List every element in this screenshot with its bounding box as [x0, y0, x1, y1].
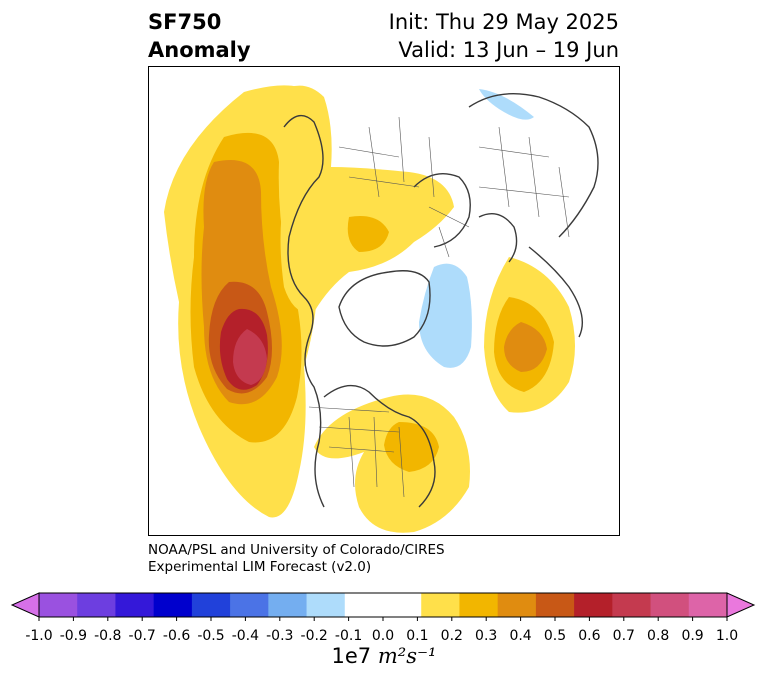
colorbar-segment: [230, 593, 269, 617]
colorbar-segments: [39, 593, 728, 617]
colorbar-segment: [39, 593, 78, 617]
colorbar-tick-label: 0.4: [509, 628, 532, 644]
colorbar-tick-label: 1.0: [715, 628, 739, 644]
colorbar-segment: [650, 593, 690, 617]
coastlines: [283, 92, 599, 508]
map-svg: [164, 85, 599, 533]
colorbar-segment: [115, 593, 155, 617]
units-prefix: 1e7: [331, 644, 372, 668]
anomaly-east-europe: [484, 257, 575, 413]
colorbar-tick-label: 0.0: [371, 628, 395, 644]
colorbar: [10, 592, 756, 621]
colorbar-tick-labels: -1.0 -0.9 -0.8 -0.7 -0.6 -0.5 -0.4 -0.3 -0.2 -0.1…: [0, 628, 768, 644]
anomaly-eurasia: [279, 85, 454, 313]
colorbar-segment: [268, 593, 308, 617]
colorbar-extend-high: [726, 592, 756, 618]
credit-text: NOAA/PSL and University of Colorado/CIRE…: [148, 542, 445, 576]
colorbar-segment: [153, 593, 193, 617]
colorbar-segment: [459, 593, 499, 617]
colorbar-tick-label: -0.9: [59, 628, 88, 644]
field-label: Anomaly: [148, 38, 251, 62]
colorbar-tick-label: 0.9: [681, 628, 704, 644]
colorbar-segment: [612, 593, 652, 617]
colorbar-tick-label: 0.6: [578, 628, 601, 644]
colorbar-segment: [421, 593, 460, 617]
colorbar-segment: [344, 593, 384, 617]
units-math: m²s⁻¹: [377, 644, 437, 668]
colorbar-segment: [574, 593, 613, 617]
colorbar-tick-label: -0.3: [266, 628, 294, 644]
colorbar-tick-label: -0.5: [197, 628, 225, 644]
colorbar-tick-label: -0.1: [334, 628, 363, 644]
colorbar-segment: [688, 593, 728, 617]
colorbar-segment: [383, 593, 422, 617]
colorbar-tick-label: -0.7: [128, 628, 156, 644]
colorbar-tick-label: -0.8: [94, 628, 122, 644]
political-borders: [308, 116, 570, 498]
colorbar-segment: [77, 593, 116, 617]
credit-line-1: NOAA/PSL and University of Colorado/CIRE…: [148, 542, 445, 558]
colorbar-tick-label: -0.2: [300, 628, 328, 644]
valid-range: Valid: 13 Jun – 19 Jun: [398, 38, 619, 62]
colorbar-tick-label: 0.1: [406, 628, 429, 644]
colorbar-extend-low: [10, 592, 40, 618]
colorbar-tick-label: -1.0: [25, 628, 53, 644]
forecast-dates: Init: Thu 29 May 2025 Valid: 13 Jun – 19…: [389, 8, 619, 64]
colorbar-segment: [306, 593, 346, 617]
anomaly-north-america: [314, 394, 470, 533]
colorbar-tick-label: -0.4: [231, 628, 260, 644]
colorbar-units: 1e7 m²s⁻¹: [0, 644, 768, 668]
colorbar-segment: [497, 593, 537, 617]
variable-label: SF750: [148, 10, 222, 34]
colorbar-tick-label: 0.2: [440, 628, 463, 644]
colorbar-tick-label: -0.6: [162, 628, 191, 644]
colorbar-tick-label: 0.3: [475, 628, 498, 644]
init-date: Init: Thu 29 May 2025: [388, 10, 619, 34]
colorbar-segment: [191, 593, 231, 617]
colorbar-segment: [535, 593, 575, 617]
colorbar-ticks: [38, 617, 728, 621]
anomaly-siberia-negative: [419, 263, 472, 368]
colorbar-tick-label: 0.8: [647, 628, 670, 644]
credit-line-2: Experimental LIM Forecast (v2.0): [148, 559, 372, 575]
map-title: SF750 Anomaly: [148, 8, 251, 64]
anomaly-map: [148, 66, 620, 536]
colorbar-tick-label: 0.5: [543, 628, 567, 644]
colorbar-tick-label: 0.7: [612, 628, 635, 644]
